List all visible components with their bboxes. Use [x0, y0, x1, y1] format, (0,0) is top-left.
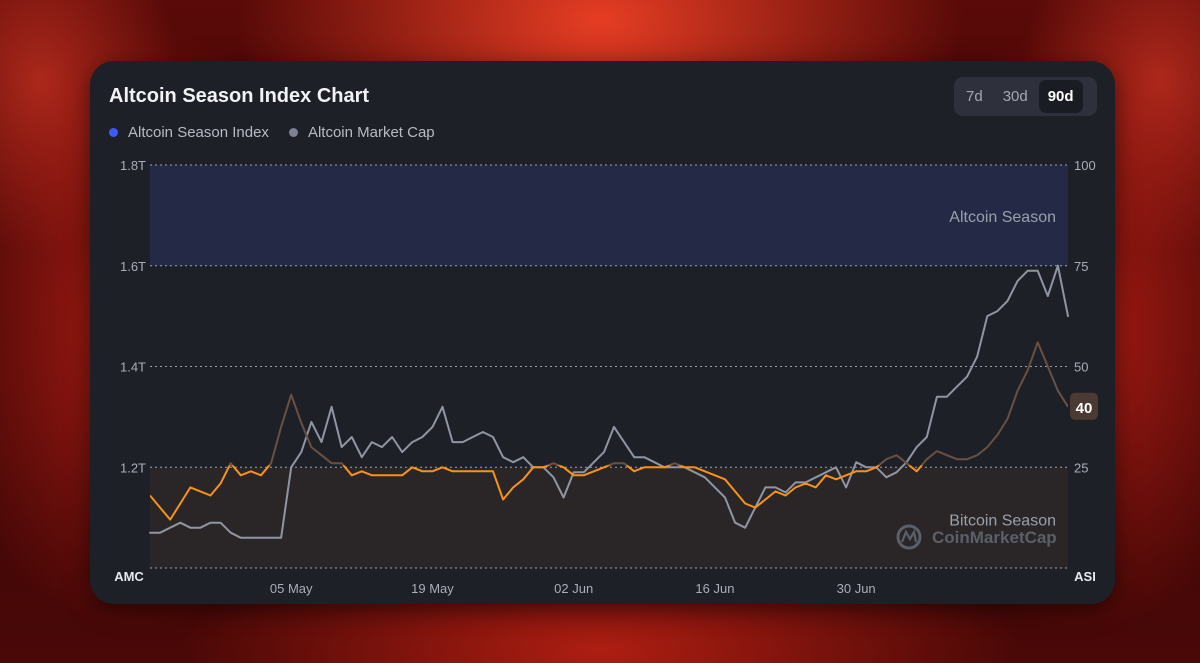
- time-range-selector: 7d 30d 90d: [954, 77, 1097, 116]
- current-value-badge: [1070, 392, 1098, 420]
- chart-plot: Altcoin Season Bitcoin SeasonCoinMarketCa…: [114, 158, 1098, 596]
- zone-label-bitcoin-season: Bitcoin Season: [949, 512, 1056, 529]
- left-axis-tick: 1.4T: [120, 360, 146, 375]
- range-7d-button[interactable]: 7d: [966, 88, 983, 105]
- chart-card: Altcoin Season Index Chart 7d 30d 90d Al…: [90, 61, 1115, 604]
- right-axis-tick: 75: [1074, 259, 1088, 274]
- right-axis-name: ASI: [1074, 569, 1096, 584]
- right-axis-tick: 100: [1074, 158, 1096, 173]
- legend: Altcoin Season Index Altcoin Market Cap: [109, 124, 455, 141]
- watermark-text: CoinMarketCap: [932, 528, 1057, 547]
- range-90d-button[interactable]: 90d: [1038, 80, 1083, 113]
- legend-item-altcoin-market-cap[interactable]: Altcoin Market Cap: [288, 124, 435, 141]
- x-axis-tick: 16 Jun: [695, 581, 734, 596]
- series-line-altcoin-season-index-upper: [228, 341, 1068, 466]
- x-axis-tick: 02 Jun: [554, 581, 593, 596]
- legend-label: Altcoin Season Index: [128, 124, 269, 141]
- coinmarketcap-logo-mark: [900, 528, 918, 543]
- coinmarketcap-logo-icon: [896, 524, 922, 550]
- x-axis-tick: 05 May: [270, 581, 313, 596]
- left-axis-tick: 1.6T: [120, 259, 146, 274]
- bitcoin-season-zone: [150, 467, 1068, 568]
- legend-dot: [109, 128, 118, 137]
- chart-title: Altcoin Season Index Chart: [109, 85, 370, 107]
- series-line-altcoin-market-cap: [149, 264, 1069, 539]
- coinmarketcap-watermark: CoinMarketCap: [896, 524, 1057, 550]
- range-30d-button[interactable]: 30d: [1002, 88, 1028, 105]
- legend-label: Altcoin Market Cap: [307, 124, 435, 141]
- x-axis-tick: 30 Jun: [837, 581, 876, 596]
- left-axis-tick: 1.8T: [120, 158, 146, 173]
- left-axis-name: AMC: [114, 569, 144, 584]
- right-axis-tick: 50: [1074, 360, 1088, 375]
- legend-dot: [288, 128, 298, 137]
- x-axis-tick: 19 May: [411, 581, 454, 596]
- series-line-altcoin-season-index: [150, 465, 924, 521]
- current-value-label: 40: [1076, 400, 1093, 417]
- legend-item-altcoin-season-index[interactable]: Altcoin Season Index: [109, 124, 269, 141]
- altcoin-season-zone: [150, 165, 1068, 266]
- zone-label-altcoin-season: Altcoin Season: [949, 209, 1056, 226]
- right-axis-tick: 25: [1074, 460, 1088, 475]
- left-axis-tick: 1.2T: [120, 460, 146, 475]
